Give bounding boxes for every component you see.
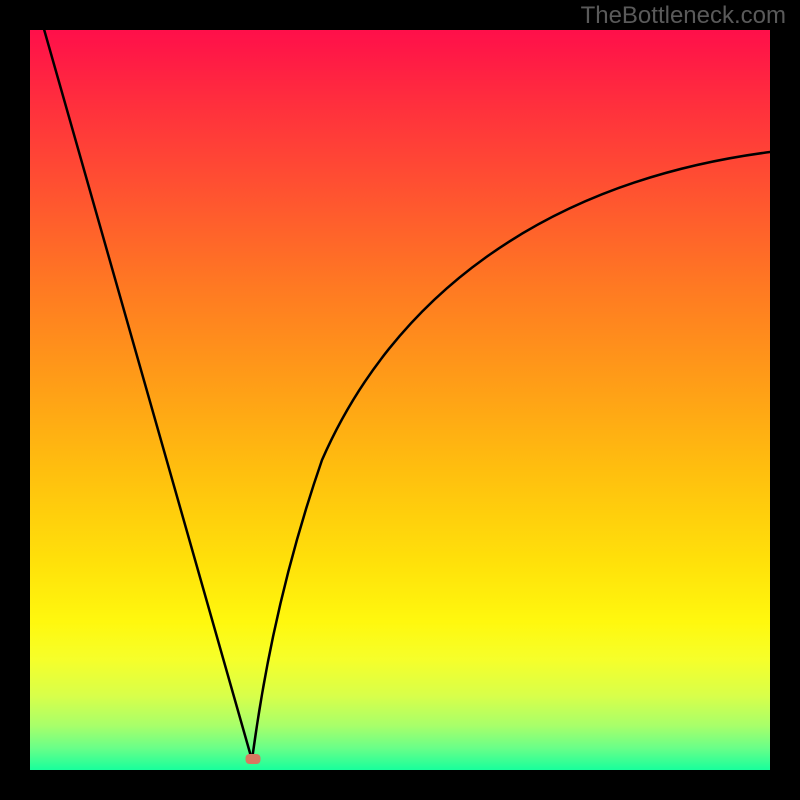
chart-container: TheBottleneck.com — [0, 0, 800, 800]
watermark-label: TheBottleneck.com — [581, 2, 786, 30]
plot-background — [30, 30, 770, 770]
vertex-marker — [246, 754, 261, 764]
bottleneck-chart — [0, 0, 800, 800]
